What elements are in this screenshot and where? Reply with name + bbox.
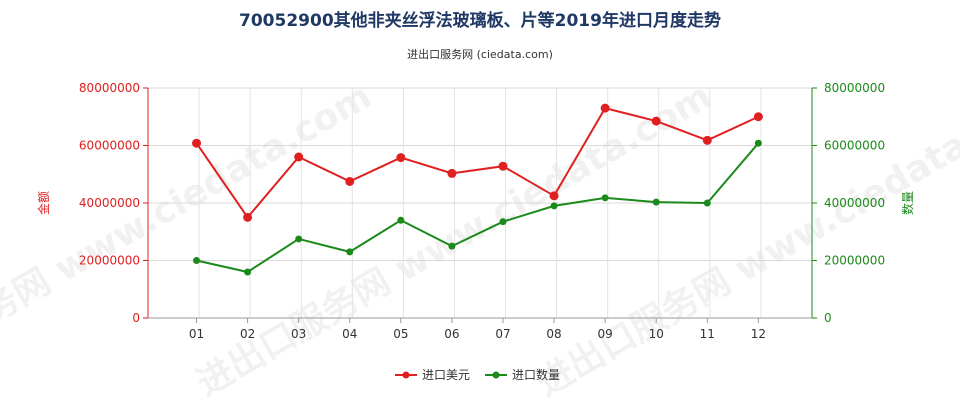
data-point <box>753 112 763 122</box>
data-point <box>244 268 252 276</box>
data-point <box>448 242 456 250</box>
chart-title: 70052900其他非夹丝浮法玻璃板、片等2019年进口月度走势 <box>239 11 721 31</box>
data-point <box>601 194 609 202</box>
data-point <box>754 139 762 147</box>
x-tick-label: 12 <box>751 327 766 341</box>
legend-swatch-marker <box>402 371 410 379</box>
data-point <box>294 152 304 162</box>
series-line <box>196 142 760 274</box>
left-tick-label: 20000000 <box>79 254 140 268</box>
data-point <box>703 199 711 207</box>
watermark-layer: 进出口服务网 www.ciedata.com 进出口服务网 www.ciedata… <box>0 76 960 400</box>
legend-item: 进口数量 <box>485 367 560 382</box>
watermark-text: 进出口服务网 www.ciedata.com <box>0 76 379 400</box>
left-axis-title: 金额 <box>36 191 51 215</box>
x-tick-label: 04 <box>342 327 357 341</box>
data-point <box>600 103 610 113</box>
data-point <box>345 176 355 186</box>
chart-subtitle: 进出口服务网 (ciedata.com) <box>407 48 553 61</box>
x-tick-label: 06 <box>444 327 459 341</box>
left-tick-label: 40000000 <box>79 196 140 210</box>
right-axis-title: 数量 <box>900 191 915 215</box>
left-tick-label: 80000000 <box>79 81 140 95</box>
data-point <box>346 248 354 256</box>
x-tick-label: 11 <box>700 327 715 341</box>
data-point <box>397 216 405 224</box>
legend-label: 进口数量 <box>512 367 560 382</box>
right-tick-label: 20000000 <box>824 254 885 268</box>
data-point <box>702 135 712 145</box>
data-point <box>549 191 559 201</box>
watermark-text: 进出口服务网 www.ciedata.com <box>530 76 960 400</box>
axes: 0 20000000 40000000 60000000 80000000 0 200000… <box>36 81 915 341</box>
right-tick-label: 0 <box>824 311 832 325</box>
right-tick-label: 80000000 <box>824 81 885 95</box>
x-tick-label: 02 <box>240 327 255 341</box>
legend-label: 进口美元 <box>422 368 470 382</box>
legend: 进口美元 进口数量 <box>395 367 560 382</box>
data-point <box>652 198 660 206</box>
x-tick-label: 01 <box>189 327 204 341</box>
data-point <box>243 212 253 222</box>
x-tick-label: 08 <box>546 327 561 341</box>
data-point <box>295 235 303 243</box>
series-2 <box>193 139 762 276</box>
data-point <box>550 202 558 210</box>
left-tick-label: 60000000 <box>79 139 140 153</box>
data-point <box>396 153 406 163</box>
left-tick-label: 0 <box>132 311 140 325</box>
data-point <box>193 257 201 264</box>
series-line <box>195 106 759 220</box>
data-point <box>651 116 661 126</box>
data-point <box>499 218 507 226</box>
series-layer <box>192 103 763 276</box>
x-tick-label: 03 <box>291 327 306 341</box>
x-tick-label: 09 <box>597 327 612 341</box>
series-1 <box>192 103 763 222</box>
x-tick-label: 10 <box>649 327 664 341</box>
legend-item: 进口美元 <box>395 368 470 382</box>
data-point <box>192 138 202 148</box>
legend-swatch-marker <box>492 371 500 379</box>
x-tick-label: 07 <box>495 327 510 341</box>
right-tick-label: 40000000 <box>824 196 885 210</box>
data-point <box>447 168 457 178</box>
data-point <box>498 161 508 171</box>
right-tick-label: 60000000 <box>824 139 885 153</box>
x-tick-label: 05 <box>393 327 408 341</box>
